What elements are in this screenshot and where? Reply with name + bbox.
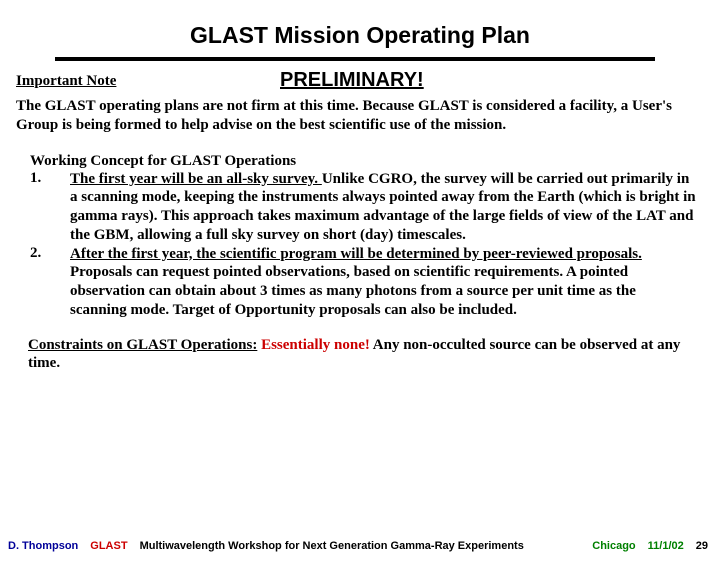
constraints-paragraph: Constraints on GLAST Operations: Essenti… [28,336,696,374]
important-note-label: Important Note [16,73,116,90]
item-lead: After the first year, the scientific pro… [70,246,642,262]
preliminary-row: Important Note PRELIMINARY! [0,69,720,95]
footer-author: D. Thompson [8,540,78,552]
footer-page: 29 [696,540,708,552]
important-note-body: The GLAST operating plans are not firm a… [16,97,702,135]
item-text: After the first year, the scientific pro… [70,245,696,320]
title-underline [55,57,655,61]
footer-event: Multiwavelength Workshop for Next Genera… [140,540,581,552]
working-concept-list: 1. The first year will be an all-sky sur… [30,170,696,320]
item-text: The first year will be an all-sky survey… [70,170,696,245]
footer-date: 11/1/02 [648,540,684,552]
slide-title: GLAST Mission Operating Plan [0,22,720,49]
item-body: Proposals can request pointed observatio… [70,264,636,318]
item-number: 2. [30,245,70,320]
preliminary-stamp: PRELIMINARY! [280,69,424,92]
working-concept-heading: Working Concept for GLAST Operations [30,153,720,170]
item-number: 1. [30,170,70,245]
list-item: 1. The first year will be an all-sky sur… [30,170,696,245]
footer: D. Thompson GLAST Multiwavelength Worksh… [0,540,720,552]
item-lead: The first year will be an all-sky survey… [70,171,322,187]
footer-location: Chicago [592,540,635,552]
footer-mission: GLAST [90,540,127,552]
constraints-label: Constraints on GLAST Operations: [28,337,257,353]
constraints-highlight: Essentially none! [261,337,370,353]
list-item: 2. After the first year, the scientific … [30,245,696,320]
